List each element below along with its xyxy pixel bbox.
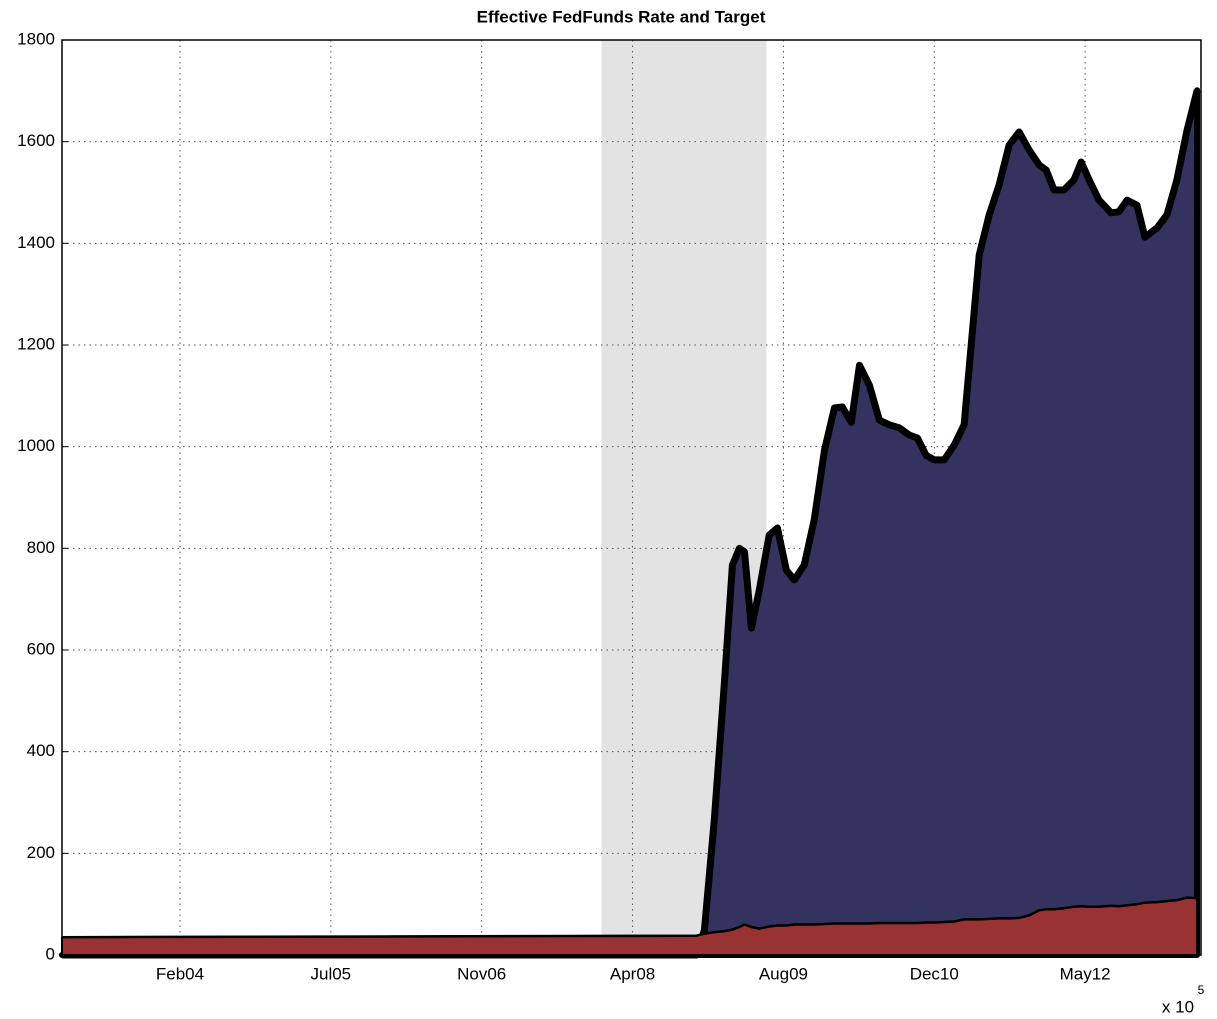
x-tick-label: Jul05	[311, 964, 352, 983]
x-tick-label: Feb04	[156, 964, 204, 983]
y-tick-label: 1000	[17, 436, 55, 455]
y-tick-label: 1200	[17, 334, 55, 353]
x-tick-label: Nov06	[457, 964, 506, 983]
y-tick-label: 1600	[17, 131, 55, 150]
x-tick-label: Dec10	[910, 964, 959, 983]
y-tick-label: 1400	[17, 233, 55, 252]
y-tick-label: 200	[27, 843, 55, 862]
chart-title: Effective FedFunds Rate and Target	[477, 7, 766, 26]
y-tick-label: 400	[27, 741, 55, 760]
x-exponent: 5	[1198, 983, 1205, 997]
area-line	[62, 89, 1201, 959]
x-tick-label: Apr08	[610, 964, 655, 983]
x-tick-label: May12	[1060, 964, 1111, 983]
x-multiplier: x 10	[1162, 997, 1194, 1016]
y-tick-label: 1800	[17, 29, 55, 48]
area-line	[61, 896, 1198, 939]
plot-frame	[61, 39, 1202, 956]
y-tick-label: 600	[27, 639, 55, 658]
x-tick-label: Aug09	[759, 964, 808, 983]
y-tick-label: 0	[46, 944, 55, 963]
y-tick-label: 800	[27, 538, 55, 557]
